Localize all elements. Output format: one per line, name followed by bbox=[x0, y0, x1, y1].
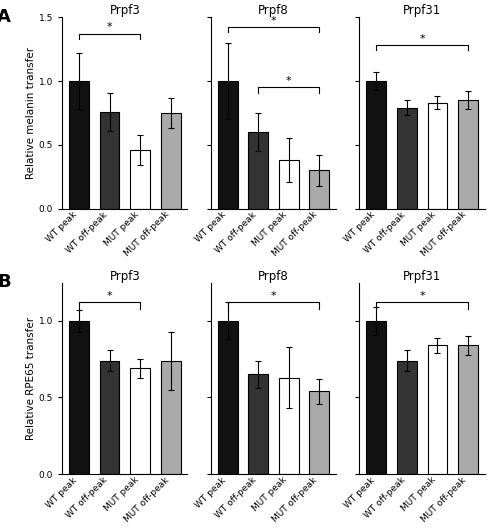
Title: Prpf8: Prpf8 bbox=[258, 270, 288, 282]
Bar bbox=[217, 321, 237, 474]
Bar bbox=[161, 361, 180, 474]
Bar bbox=[427, 103, 447, 209]
Title: Prpf3: Prpf3 bbox=[109, 270, 140, 282]
Text: *: * bbox=[106, 291, 112, 301]
Text: *: * bbox=[419, 34, 424, 44]
Bar bbox=[457, 345, 477, 474]
Title: Prpf31: Prpf31 bbox=[402, 4, 440, 17]
Bar bbox=[130, 369, 150, 474]
Bar bbox=[278, 378, 298, 474]
Text: B: B bbox=[0, 273, 11, 291]
Text: *: * bbox=[270, 291, 276, 301]
Text: *: * bbox=[270, 16, 276, 26]
Bar bbox=[278, 160, 298, 209]
Text: *: * bbox=[419, 291, 424, 301]
Bar bbox=[366, 81, 386, 209]
Bar bbox=[396, 108, 416, 209]
Bar bbox=[309, 391, 328, 474]
Bar bbox=[161, 113, 180, 209]
Title: Prpf3: Prpf3 bbox=[109, 4, 140, 17]
Bar bbox=[248, 374, 267, 474]
Bar bbox=[69, 81, 89, 209]
Bar bbox=[100, 361, 119, 474]
Text: *: * bbox=[106, 23, 112, 33]
Bar bbox=[309, 171, 328, 209]
Bar bbox=[100, 111, 119, 209]
Bar bbox=[248, 132, 267, 209]
Bar bbox=[396, 361, 416, 474]
Y-axis label: Relative RPE65 transfer: Relative RPE65 transfer bbox=[26, 317, 36, 440]
Title: Prpf8: Prpf8 bbox=[258, 4, 288, 17]
Bar bbox=[69, 321, 89, 474]
Text: *: * bbox=[285, 76, 291, 86]
Y-axis label: Relative melanin transfer: Relative melanin transfer bbox=[26, 47, 36, 179]
Bar bbox=[130, 150, 150, 209]
Bar bbox=[217, 81, 237, 209]
Bar bbox=[366, 321, 386, 474]
Bar bbox=[427, 345, 447, 474]
Bar bbox=[457, 100, 477, 209]
Title: Prpf31: Prpf31 bbox=[402, 270, 440, 282]
Text: A: A bbox=[0, 7, 11, 25]
